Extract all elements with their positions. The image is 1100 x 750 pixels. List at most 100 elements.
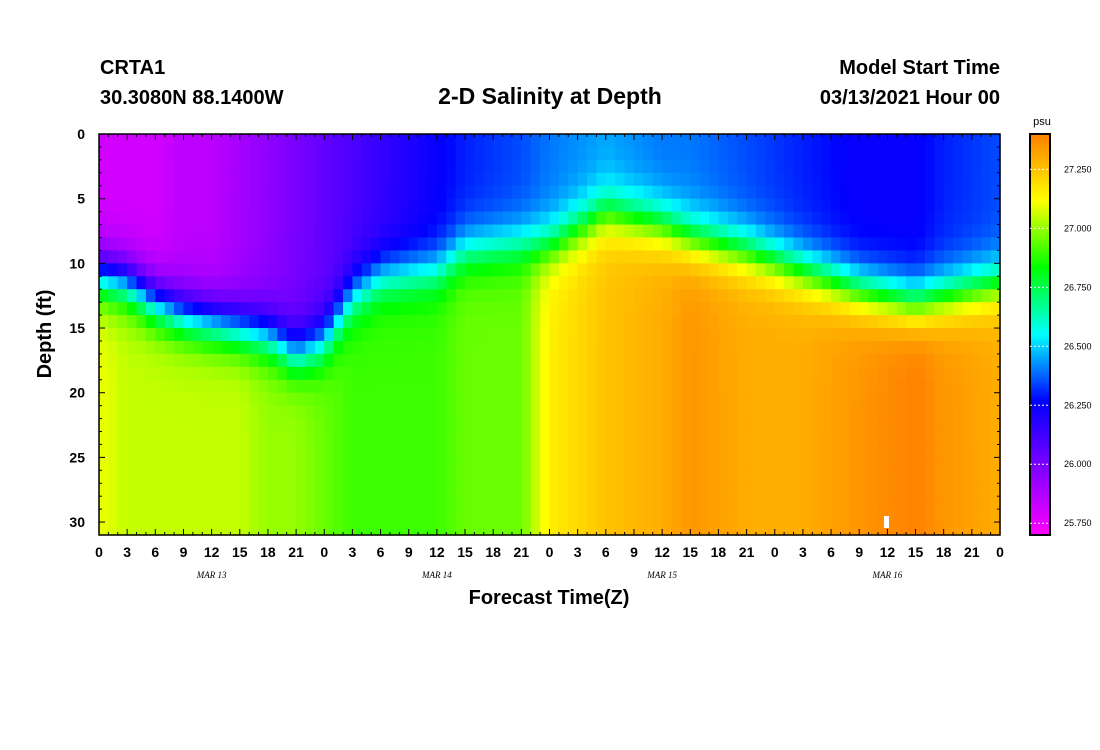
heatmap-cell [558, 483, 569, 497]
heatmap-cell [267, 237, 278, 252]
heatmap-cell [446, 172, 457, 187]
heatmap-cell [549, 289, 560, 303]
heatmap-cell [746, 276, 757, 290]
heatmap-cell [652, 211, 663, 226]
heatmap-cell [737, 379, 748, 394]
heatmap-cell [802, 392, 813, 407]
heatmap-cell [746, 509, 757, 523]
heatmap-cell [540, 302, 551, 316]
heatmap-cell [981, 159, 992, 174]
heatmap-cell [877, 496, 888, 510]
heatmap-cell [174, 198, 185, 213]
heatmap-cell [793, 392, 804, 407]
heatmap-cell [277, 263, 288, 277]
heatmap-cell [802, 237, 813, 252]
heatmap-cell [774, 522, 785, 536]
heatmap-cell [389, 431, 400, 446]
heatmap-cell [962, 172, 973, 187]
heatmap-cell [887, 392, 898, 407]
heatmap-cell [587, 224, 598, 239]
heatmap-cell [108, 302, 119, 316]
heatmap-cell [849, 302, 860, 316]
heatmap-cell [408, 198, 419, 213]
heatmap-cell [793, 470, 804, 484]
heatmap-cell [305, 457, 316, 471]
heatmap-cell [277, 302, 288, 316]
heatmap-cell [727, 237, 738, 252]
heatmap-cell [521, 418, 532, 433]
heatmap-cell [399, 522, 410, 536]
heatmap-cell [812, 483, 823, 497]
heatmap-cell [389, 302, 400, 316]
heatmap-cell [502, 483, 513, 497]
heatmap-cell [408, 276, 419, 290]
heatmap-cell [202, 198, 213, 213]
heatmap-cell [765, 172, 776, 187]
heatmap-cell [558, 159, 569, 174]
heatmap-cell [868, 159, 879, 174]
heatmap-cell [530, 289, 541, 303]
heatmap-cell [314, 483, 325, 497]
heatmap-cell [183, 198, 194, 213]
heatmap-cell [915, 250, 926, 264]
heatmap-cell [680, 250, 691, 264]
heatmap-cell [530, 224, 541, 239]
heatmap-cell [465, 276, 476, 290]
heatmap-cell [859, 289, 870, 303]
heatmap-cell [831, 185, 842, 200]
heatmap-cell [906, 172, 917, 187]
heatmap-cell [361, 237, 372, 252]
heatmap-cell [155, 250, 166, 264]
heatmap-cell [605, 379, 616, 394]
heatmap-cell [474, 211, 485, 226]
heatmap-cell [990, 340, 1001, 355]
heatmap-cell [699, 263, 710, 277]
heatmap-cell [436, 211, 447, 226]
heatmap-cell [371, 496, 382, 510]
heatmap-cell [840, 444, 851, 458]
heatmap-cell [671, 172, 682, 187]
heatmap-cell [127, 340, 138, 355]
heatmap-cell [155, 302, 166, 316]
heatmap-cell [821, 134, 832, 148]
heatmap-cell [380, 159, 391, 174]
heatmap-cell [990, 470, 1001, 484]
heatmap-cell [821, 224, 832, 239]
heatmap-cell [699, 315, 710, 329]
heatmap-cell [765, 418, 776, 433]
heatmap-cell [155, 509, 166, 523]
heatmap-cell [765, 328, 776, 342]
heatmap-cell [455, 353, 466, 368]
heatmap-cell [699, 457, 710, 471]
heatmap-cell [990, 522, 1001, 536]
heatmap-cell [690, 379, 701, 394]
heatmap-cell [633, 340, 644, 355]
heatmap-cell [831, 315, 842, 329]
heatmap-cell [577, 315, 588, 329]
heatmap-cell [868, 340, 879, 355]
heatmap-cell [371, 509, 382, 523]
heatmap-cell [755, 379, 766, 394]
heatmap-cell [502, 302, 513, 316]
heatmap-cell [709, 457, 720, 471]
heatmap-cell [436, 353, 447, 368]
heatmap-cell [352, 496, 363, 510]
heatmap-cell [671, 159, 682, 174]
heatmap-cell [859, 509, 870, 523]
heatmap-cell [831, 483, 842, 497]
heatmap-cell [690, 185, 701, 200]
x-tick-label: 3 [349, 544, 357, 560]
heatmap-cell [286, 522, 297, 536]
heatmap-cell [737, 315, 748, 329]
heatmap-cell [239, 302, 250, 316]
heatmap-cell [183, 289, 194, 303]
heatmap-cell [877, 444, 888, 458]
heatmap-cell [493, 470, 504, 484]
heatmap-cell [211, 379, 222, 394]
heatmap-cell [934, 483, 945, 497]
heatmap-cell [784, 353, 795, 368]
heatmap-cell [577, 353, 588, 368]
heatmap-cell [802, 328, 813, 342]
heatmap-cell [530, 198, 541, 213]
heatmap-cell [136, 418, 147, 433]
